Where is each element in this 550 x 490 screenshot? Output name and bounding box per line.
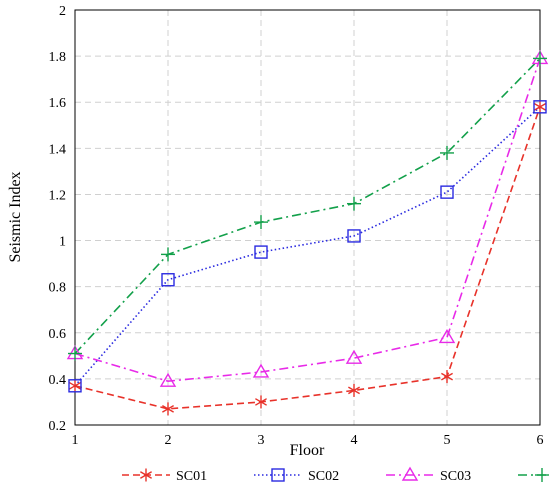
grid-lines [74,9,541,426]
data-point-sc02 [533,100,547,114]
series-lines [74,57,541,410]
series-line-sc02 [74,106,541,387]
legend-item-sc04: SC04 [518,468,550,482]
x-tick-label: 6 [537,433,544,448]
x-tick-label: 4 [351,433,358,448]
data-point-sc02 [347,229,361,243]
y-tick-labels: 0.2 0.4 0.6 0.8 1 1.2 1.4 1.6 1.8 2 [49,4,67,434]
x-tick-label: 2 [165,433,172,448]
x-axis-title: Floor [290,442,325,459]
data-point-sc04 [440,145,454,160]
x-tick-labels: 1 2 3 4 5 6 [72,433,544,448]
data-point-sc02 [68,379,82,393]
legend-item-sc02: SC02 [254,468,339,484]
x-tick-label: 3 [258,433,265,448]
series-line-sc04 [74,57,541,355]
data-point-sc02 [254,245,268,259]
y-tick-label: 1.6 [49,96,67,111]
data-point-sc01 [534,100,546,114]
data-point-sc01 [348,383,360,397]
data-point-sc01 [441,370,453,384]
data-point-sc02 [161,273,175,287]
plot-area-frame [74,9,541,426]
legend-marker [140,468,152,482]
y-tick-label: 1.2 [49,188,67,203]
data-point-sc04 [161,247,175,262]
y-tick-label: 1.4 [49,142,67,157]
y-tick-label: 0.8 [49,281,67,296]
data-point-sc03 [345,349,363,364]
legend-item-sc01: SC01 [122,468,207,484]
legend-label: SC01 [176,469,207,484]
data-point-sc02 [440,185,454,199]
y-axis-title: Seismic Index [7,171,24,262]
data-point-sc04 [347,196,361,211]
series-line-sc01 [74,106,541,410]
data-point-sc01 [162,402,174,416]
y-tick-label: 0.4 [49,373,67,388]
data-point-sc03 [438,328,456,344]
x-tick-label: 1 [72,433,79,448]
legend: SC01 SC02 SC03 SC04 [122,466,550,484]
y-tick-label: 1.8 [49,50,67,65]
data-point-sc04 [68,346,82,361]
y-tick-label: 0.2 [49,419,67,434]
series-line-sc03 [74,58,541,383]
series-markers [66,50,549,416]
legend-label: SC02 [308,469,339,484]
legend-marker [271,468,285,482]
data-point-sc01 [255,395,267,409]
data-point-sc03 [252,363,270,378]
y-tick-label: 1 [59,235,66,250]
legend-marker [401,466,419,481]
legend-marker [535,468,549,482]
data-point-sc03 [159,372,177,387]
data-point-sc04 [533,51,547,66]
y-tick-label: 0.6 [49,327,67,342]
data-point-sc04 [254,215,268,230]
legend-label: SC03 [440,469,471,484]
legend-item-sc03: SC03 [386,466,471,484]
y-tick-label: 2 [59,4,66,19]
x-tick-label: 5 [444,433,451,448]
data-point-sc01 [69,379,81,393]
